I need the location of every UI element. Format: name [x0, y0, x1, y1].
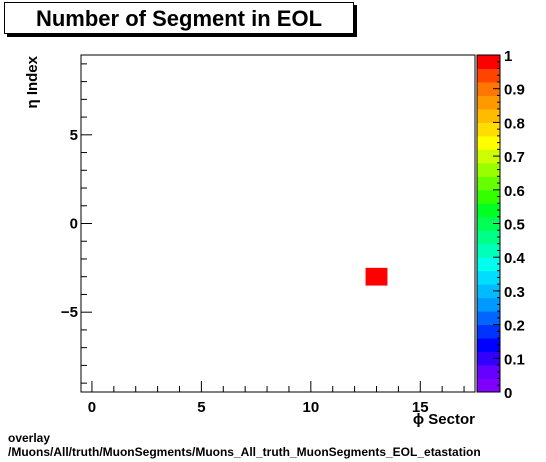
colorbar-swatch-6	[477, 297, 500, 312]
y-tick-label-2: 5	[70, 127, 78, 144]
x-axis-label: ϕ Sector	[413, 411, 475, 428]
colorbar-swatch-21	[477, 95, 500, 110]
colorbar-swatch-16	[477, 162, 500, 177]
colorbar-swatch-7	[477, 284, 500, 299]
colorbar-swatch-15	[477, 176, 500, 191]
colorbar-swatch-19	[477, 122, 500, 137]
colorbar-tick-label-9: 0.9	[504, 82, 525, 99]
colorbar-tick-label-3: 0.3	[504, 284, 525, 301]
colorbar-tick-label-4: 0.4	[504, 250, 526, 267]
colorbar-swatch-5	[477, 311, 500, 326]
colorbar-tick-label-2: 0.2	[504, 318, 525, 335]
colorbar-swatch-23	[477, 68, 500, 83]
colorbar-tick-label-5: 0.5	[504, 217, 525, 234]
colorbar-swatch-17	[477, 149, 500, 164]
colorbar-swatch-10	[477, 243, 500, 258]
colorbar-swatch-24	[477, 55, 500, 69]
title-box: Number of Segment in EOL	[4, 2, 354, 34]
colorbar-swatch-9	[477, 257, 500, 272]
colorbar-swatch-4	[477, 324, 500, 339]
colorbar-tick-label-7: 0.7	[504, 149, 525, 166]
colorbar-tick-label-1: 0.1	[504, 351, 525, 368]
colorbar-swatch-11	[477, 230, 500, 245]
x-tick-label-5: 5	[197, 399, 205, 416]
colorbar-swatch-12	[477, 216, 500, 231]
colorbar-tick-label-6: 0.6	[504, 183, 525, 200]
colorbar-swatch-22	[477, 81, 500, 96]
footer-line-1: overlay	[8, 431, 51, 445]
colorbar-swatch-0	[477, 378, 500, 393]
colorbar-swatch-20	[477, 108, 500, 123]
colorbar-swatch-18	[477, 135, 500, 150]
x-tick-label-0: 0	[88, 399, 96, 416]
y-axis-label: η Index	[24, 55, 41, 108]
x-tick-label-15: 15	[412, 399, 429, 416]
heatmap-cell-0	[365, 267, 388, 286]
colorbar-swatch-13	[477, 203, 500, 218]
colorbar-swatch-8	[477, 270, 500, 285]
plot-frame	[80, 54, 476, 393]
colorbar-swatch-14	[477, 189, 500, 204]
colorbar-tick-label-8: 0.8	[504, 115, 525, 132]
colorbar-tick-label-10: 1	[504, 48, 512, 65]
footer-line-2: /Muons/All/truth/MuonSegments/Muons_All_…	[8, 445, 481, 459]
y-tick-label-1: 0	[70, 216, 78, 233]
x-tick-label-10: 10	[302, 399, 319, 416]
chart-title: Number of Segment in EOL	[35, 6, 323, 31]
colorbar-tick-label-0: 0	[504, 385, 512, 402]
colorbar-swatch-1	[477, 365, 500, 380]
y-tick-label-0: −5	[61, 304, 78, 321]
colorbar-swatch-3	[477, 338, 500, 353]
colorbar-swatch-2	[477, 351, 500, 366]
